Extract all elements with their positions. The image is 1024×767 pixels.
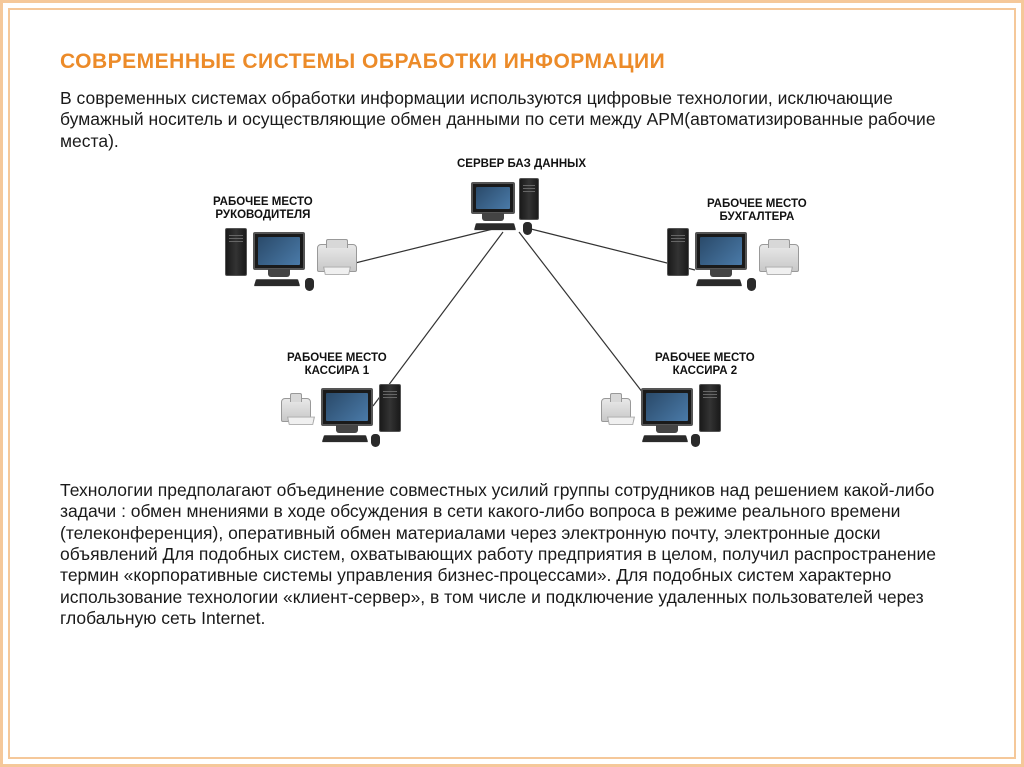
outro-paragraph: Технологии предполагают объединение совм… [60, 480, 964, 629]
intro-paragraph: В современных системах обработки информа… [60, 88, 964, 152]
tower-icon [379, 384, 401, 432]
node-server [457, 172, 557, 252]
mouse-icon [371, 434, 380, 447]
tower-icon [699, 384, 721, 432]
slide-content: СОВРЕМЕННЫЕ СИСТЕМЫ ОБРАБОТКИ ИНФОРМАЦИИ… [60, 50, 964, 737]
receipt-printer-icon [281, 398, 311, 422]
tower-icon [519, 178, 539, 220]
label-server: СЕРВЕР БАЗ ДАННЫХ [457, 158, 586, 171]
tower-icon [225, 228, 247, 276]
mouse-icon [523, 222, 532, 235]
printer-icon [759, 244, 799, 272]
node-accountant [663, 226, 803, 306]
keyboard-icon [474, 223, 516, 230]
mouse-icon [691, 434, 700, 447]
page-title: СОВРЕМЕННЫЕ СИСТЕМЫ ОБРАБОТКИ ИНФОРМАЦИИ [60, 50, 964, 74]
edge-server-cashier1 [373, 232, 503, 406]
mouse-icon [747, 278, 756, 291]
monitor-icon [471, 182, 515, 214]
node-cashier2 [607, 382, 747, 462]
keyboard-icon [322, 435, 368, 442]
mouse-icon [305, 278, 314, 291]
monitor-icon [695, 232, 747, 270]
label-accountant: РАБОЧЕЕ МЕСТО БУХГАЛТЕРА [707, 198, 807, 224]
label-manager: РАБОЧЕЕ МЕСТО РУКОВОДИТЕЛЯ [213, 196, 313, 222]
receipt-printer-icon [601, 398, 631, 422]
keyboard-icon [642, 435, 688, 442]
keyboard-icon [254, 279, 300, 286]
printer-icon [317, 244, 357, 272]
node-cashier1 [287, 382, 427, 462]
tower-icon [667, 228, 689, 276]
label-cashier2: РАБОЧЕЕ МЕСТО КАССИРА 2 [655, 352, 755, 378]
monitor-icon [253, 232, 305, 270]
edge-server-cashier2 [519, 232, 653, 406]
label-cashier1: РАБОЧЕЕ МЕСТО КАССИРА 1 [287, 352, 387, 378]
node-manager [221, 226, 361, 306]
monitor-icon [321, 388, 373, 426]
monitor-icon [641, 388, 693, 426]
keyboard-icon [696, 279, 742, 286]
network-diagram: СЕРВЕР БАЗ ДАННЫХ РАБОЧЕЕ МЕСТО РУКОВОДИ… [147, 158, 877, 468]
